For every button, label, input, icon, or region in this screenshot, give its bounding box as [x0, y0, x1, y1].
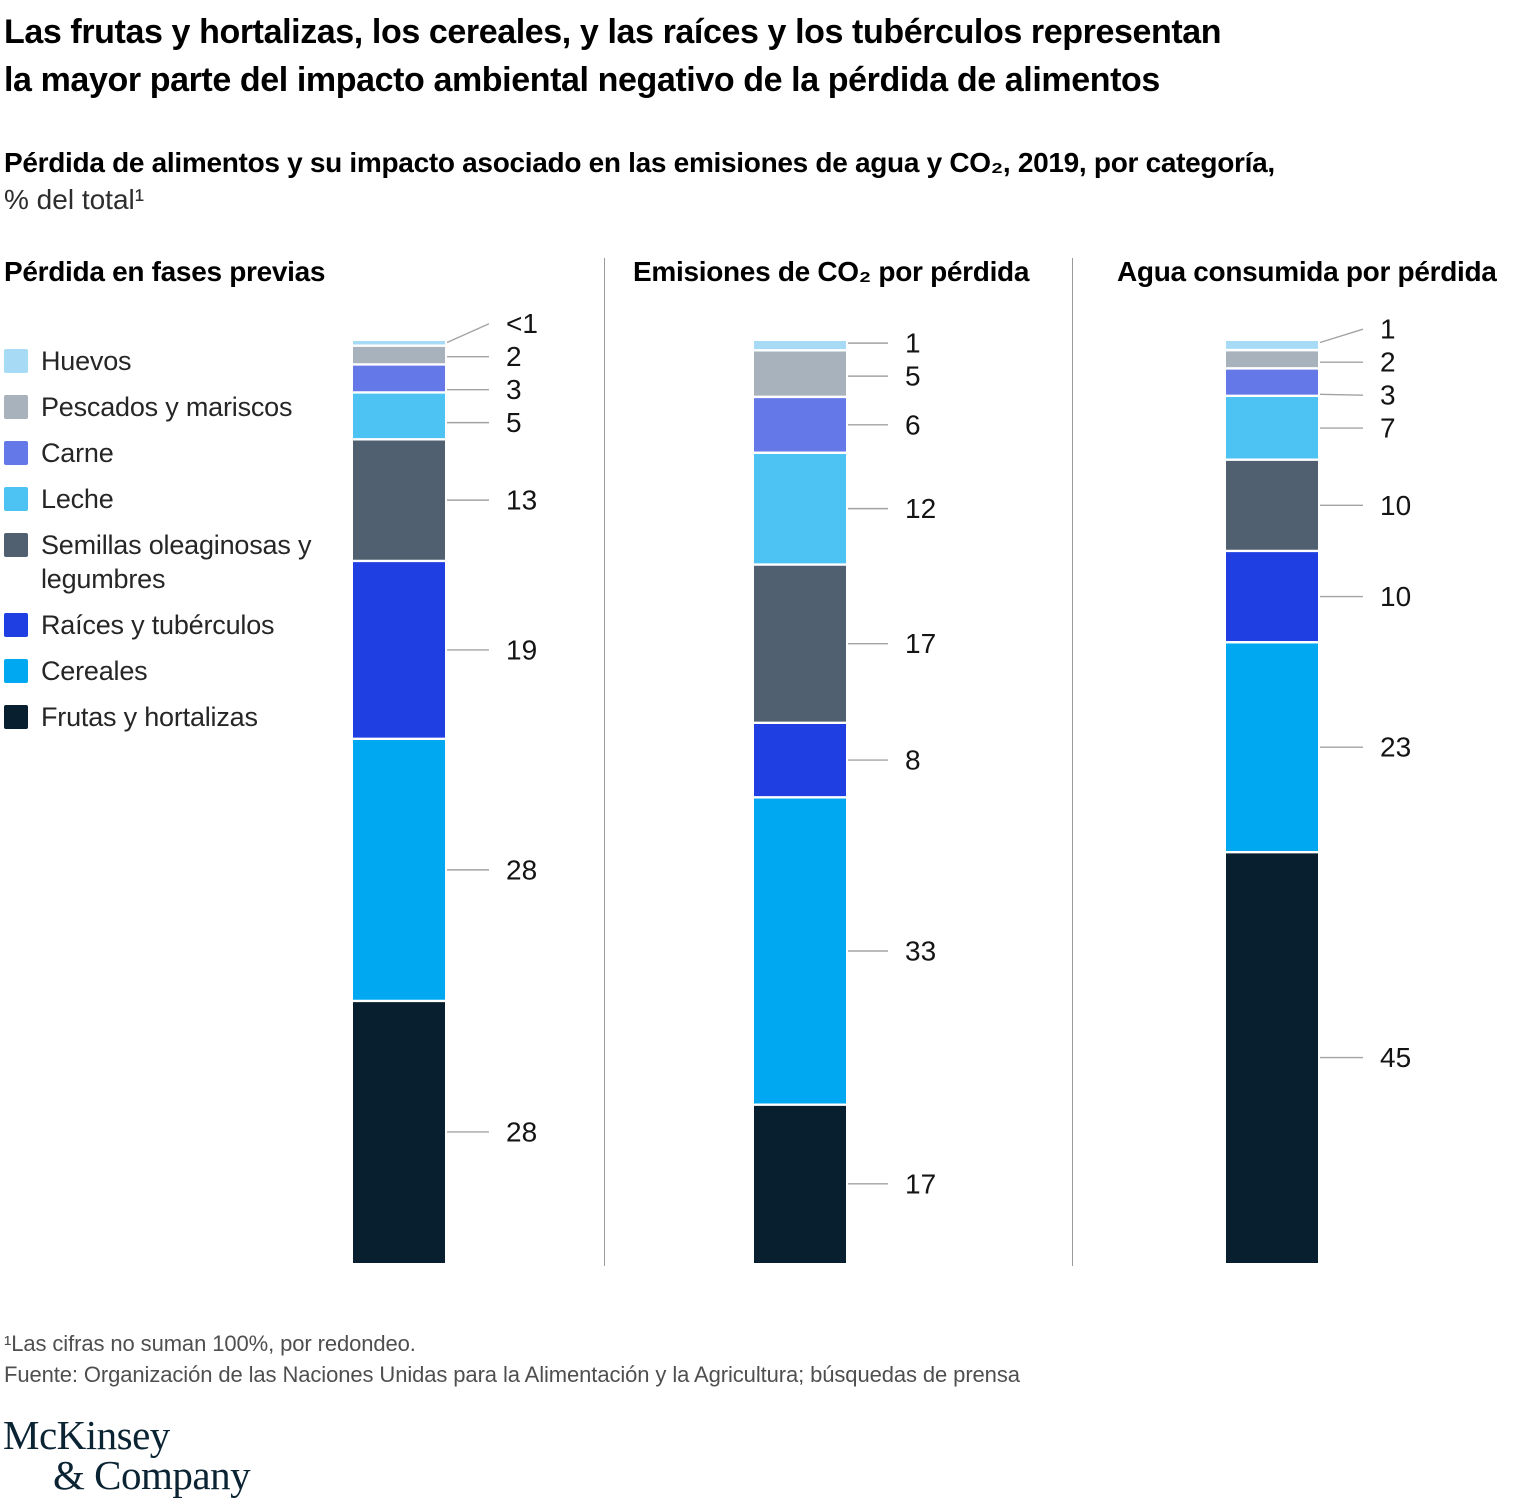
bar-segment-raices-y-tuberculos [353, 560, 445, 739]
value-label-frutas-y-hortalizas: 28 [506, 1116, 537, 1147]
logo-line1: McKinsey [3, 1412, 170, 1458]
value-label-pescados-y-mariscos: 5 [905, 361, 921, 392]
mckinsey-logo: McKinsey & Company [3, 1412, 251, 1498]
bar-segment-cereales [1226, 642, 1318, 853]
legend-item-cereales: Cereales [4, 654, 334, 688]
leader-line [446, 323, 490, 344]
section-title-emisiones-co2: Emisiones de CO₂ por pérdida [633, 256, 1030, 287]
bar-segment-raices-y-tuberculos [754, 722, 846, 798]
legend-item-semillas-oleaginosas-y-legumbres: Semillas oleaginosas y legumbres [4, 528, 334, 596]
value-label-pescados-y-mariscos: 2 [506, 341, 522, 372]
bar-segment-carne [353, 364, 445, 393]
bar-segment-semillas-oleaginosas-y-legumbres [754, 564, 846, 723]
legend-item-carne: Carne [4, 436, 334, 470]
legend: Huevos Pescados y mariscos Carne Leche Semil… [4, 344, 334, 746]
page-subtitle: Pérdida de alimentos y su impacto asocia… [4, 144, 1275, 218]
value-label-raices-y-tuberculos: 19 [506, 634, 537, 665]
bar-segment-pescados-y-mariscos [1226, 350, 1318, 369]
legend-swatch-huevos [4, 349, 28, 373]
source-line: Fuente: Organización de las Naciones Uni… [4, 1362, 1020, 1387]
legend-label: Leche [41, 484, 114, 514]
bar-segment-huevos [353, 341, 445, 346]
value-label-cereales: 33 [905, 936, 936, 967]
footnote: ¹Las cifras no suman 100%, por redondeo. [4, 1331, 416, 1356]
legend-swatch-pescados-y-mariscos [4, 395, 28, 419]
section-title-agua-consumida: Agua consumida por pérdida [1117, 256, 1497, 287]
value-label-leche: 12 [905, 493, 936, 524]
bar-segment-frutas-y-hortalizas [353, 1000, 445, 1263]
value-label-frutas-y-hortalizas: 45 [1380, 1042, 1411, 1073]
legend-swatch-leche [4, 487, 28, 511]
legend-item-raices-y-tuberculos: Raíces y tubérculos [4, 608, 334, 642]
value-label-cereales: 23 [1380, 732, 1411, 763]
bar-segment-carne [1226, 368, 1318, 396]
bar-segment-semillas-oleaginosas-y-legumbres [1226, 459, 1318, 551]
value-label-semillas-oleaginosas-y-legumbres: 13 [506, 485, 537, 516]
legend-item-huevos: Huevos [4, 344, 334, 378]
logo-line2: & Company [53, 1452, 251, 1498]
bar-segment-cereales [353, 738, 445, 1001]
bar-segment-huevos [1226, 341, 1318, 351]
bar-segment-pescados-y-mariscos [754, 350, 846, 397]
bar-segment-frutas-y-hortalizas [754, 1104, 846, 1263]
legend-label: Huevos [41, 346, 132, 376]
legend-swatch-cereales [4, 659, 28, 683]
page-title: Las frutas y hortalizas, los cereales, y… [4, 8, 1222, 104]
bar-segment-pescados-y-mariscos [353, 345, 445, 365]
value-label-carne: 3 [506, 374, 522, 405]
legend-label: Raíces y tubérculos [41, 610, 275, 640]
legend-label: Frutas y hortalizas [41, 702, 258, 732]
value-label-carne: 3 [1380, 380, 1396, 411]
bar-segment-leche [1226, 395, 1318, 460]
bar-segment-huevos [754, 341, 846, 351]
value-label-leche: 5 [506, 407, 522, 438]
legend-label: Semillas oleaginosas y legumbres [41, 530, 312, 594]
leader-line [1319, 328, 1364, 344]
section-title-perdida-fases-previas: Pérdida en fases previas [4, 256, 326, 287]
bar-segment-semillas-oleaginosas-y-legumbres [353, 439, 445, 561]
value-label-carne: 6 [905, 409, 921, 440]
legend-label: Cereales [41, 656, 148, 686]
bar-segment-cereales [754, 797, 846, 1105]
value-label-pescados-y-mariscos: 2 [1380, 347, 1396, 378]
value-label-raices-y-tuberculos: 10 [1380, 581, 1411, 612]
legend-swatch-raices-y-tuberculos [4, 613, 28, 637]
subtitle-description: Pérdida de alimentos y su impacto asocia… [4, 147, 1275, 178]
bar-segment-carne [754, 396, 846, 453]
value-label-huevos: 1 [1380, 314, 1396, 345]
bar-segment-raices-y-tuberculos [1226, 550, 1318, 643]
page-title-line1: Las frutas y hortalizas, los cereales, y… [4, 13, 1222, 51]
page-title-line2: la mayor parte del impacto ambiental neg… [4, 61, 1160, 99]
value-label-leche: 7 [1380, 413, 1396, 444]
value-label-raices-y-tuberculos: 8 [905, 745, 921, 776]
legend-swatch-carne [4, 441, 28, 465]
value-label-huevos: 1 [905, 328, 921, 359]
subtitle-unit: % del total¹ [4, 184, 145, 215]
legend-swatch-frutas-y-hortalizas [4, 705, 28, 729]
legend-item-pescados-y-mariscos: Pescados y mariscos [4, 390, 334, 424]
legend-item-frutas-y-hortalizas: Frutas y hortalizas [4, 700, 334, 734]
legend-label: Carne [41, 438, 114, 468]
value-label-semillas-oleaginosas-y-legumbres: 17 [905, 628, 936, 659]
legend-item-leche: Leche [4, 482, 334, 516]
value-label-huevos: <1 [506, 308, 538, 339]
legend-swatch-semillas-oleaginosas-y-legumbres [4, 533, 28, 557]
bar-segment-leche [353, 392, 445, 440]
bar-segment-frutas-y-hortalizas [1226, 852, 1318, 1263]
value-label-semillas-oleaginosas-y-legumbres: 10 [1380, 490, 1411, 521]
value-label-cereales: 28 [506, 854, 537, 885]
legend-label: Pescados y mariscos [41, 392, 293, 422]
value-label-frutas-y-hortalizas: 17 [905, 1168, 936, 1199]
leader-line [1319, 393, 1364, 396]
bar-segment-leche [754, 452, 846, 565]
